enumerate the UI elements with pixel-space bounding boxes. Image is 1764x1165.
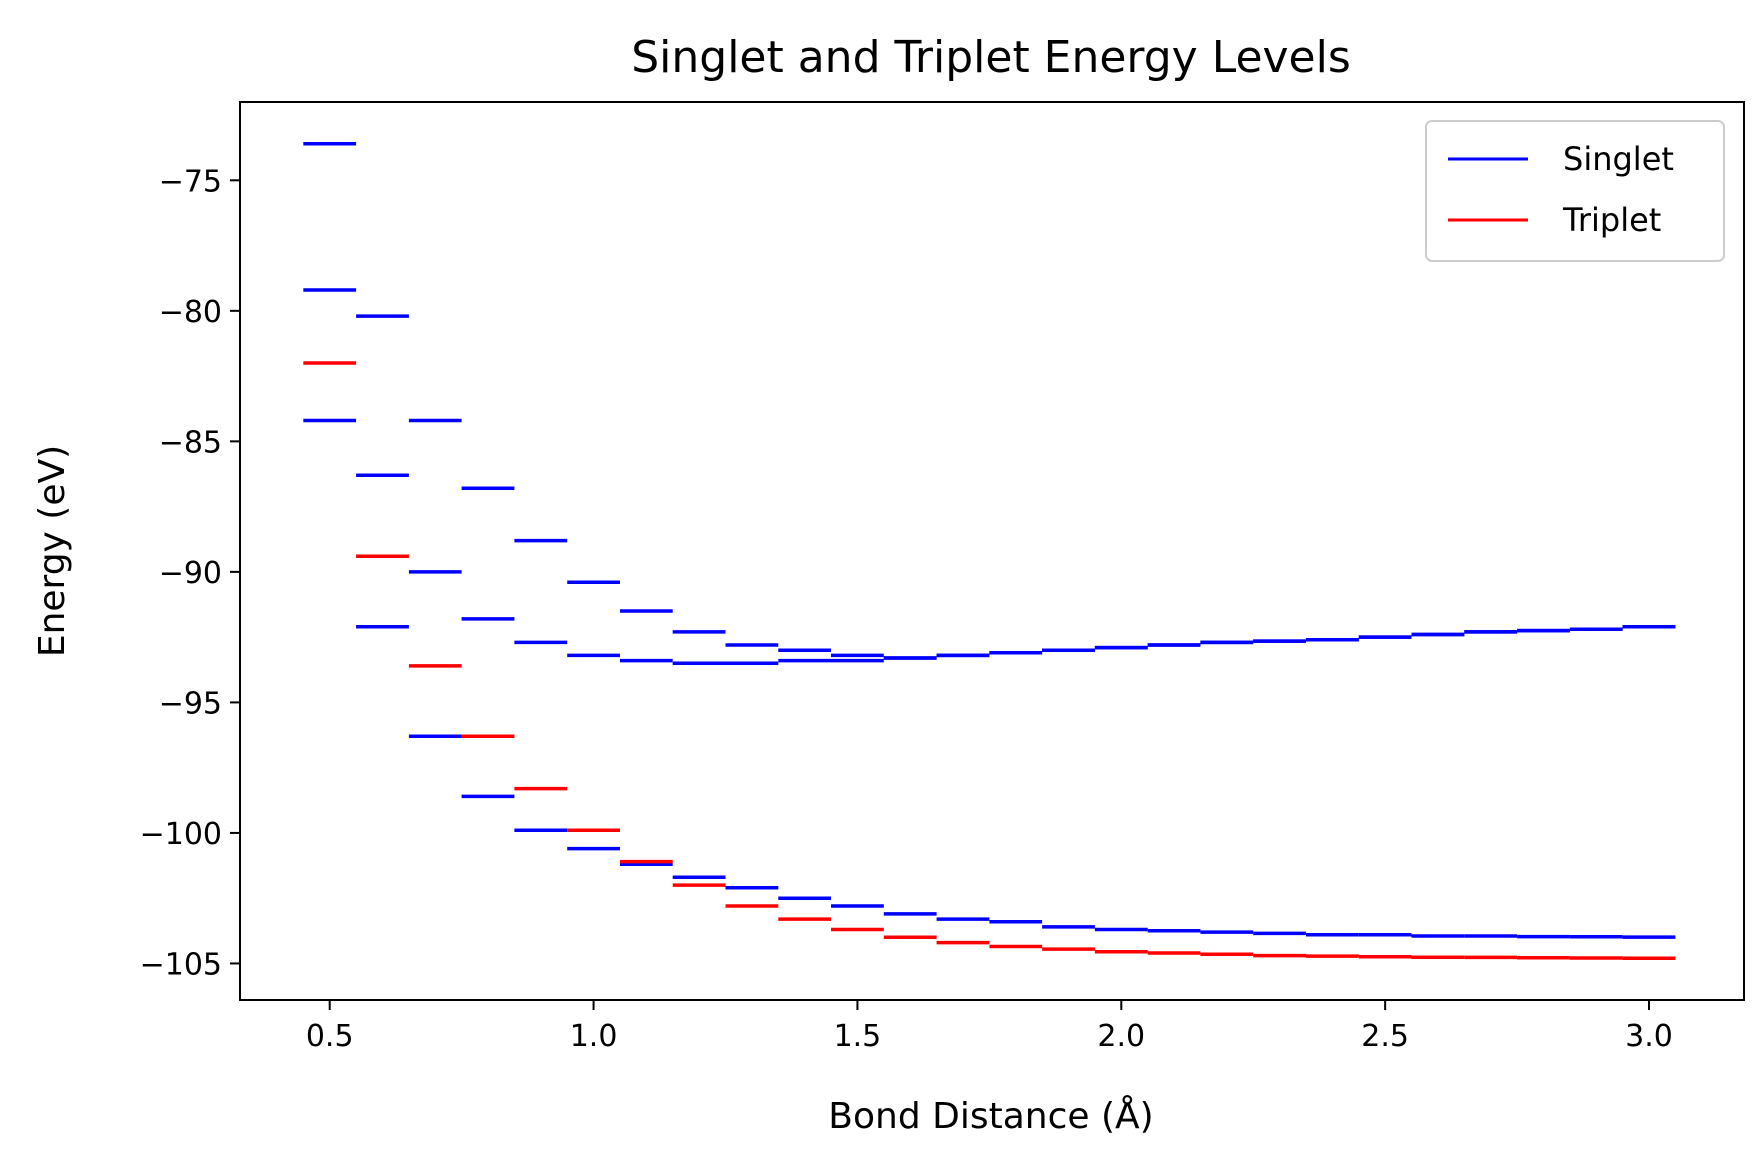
x-axis-label: Bond Distance (Å) (828, 1094, 1153, 1137)
y-tick-label: −75 (159, 164, 222, 199)
chart-title: Singlet and Triplet Energy Levels (631, 32, 1351, 83)
x-axis: 0.5 1.0 1.5 2.0 2.5 3.0 (306, 1000, 1673, 1054)
x-tick-label: 3.0 (1625, 1019, 1673, 1054)
y-tick-label: −90 (159, 556, 222, 591)
legend-label-singlet: Singlet (1563, 140, 1674, 178)
x-tick-label: 1.5 (834, 1019, 882, 1054)
x-tick-label: 0.5 (306, 1019, 354, 1054)
axes-frame (239, 101, 1745, 1001)
y-axis: −75 −80 −85 −90 −95 −100 −105 (140, 164, 240, 982)
plot-area (303, 142, 1676, 960)
x-tick-label: 2.5 (1361, 1019, 1409, 1054)
x-tick-label: 2.0 (1097, 1019, 1145, 1054)
y-tick-label: −95 (159, 686, 222, 721)
y-tick-label: −100 (140, 817, 222, 852)
y-tick-label: −105 (140, 947, 222, 982)
legend: Singlet Triplet (1425, 120, 1725, 262)
legend-frame (1425, 120, 1725, 262)
y-axis-label: Energy (eV) (32, 445, 73, 657)
x-tick-label: 1.0 (570, 1019, 618, 1054)
legend-label-triplet: Triplet (1562, 201, 1661, 239)
y-tick-label: −85 (159, 425, 222, 460)
y-tick-label: −80 (159, 295, 222, 330)
